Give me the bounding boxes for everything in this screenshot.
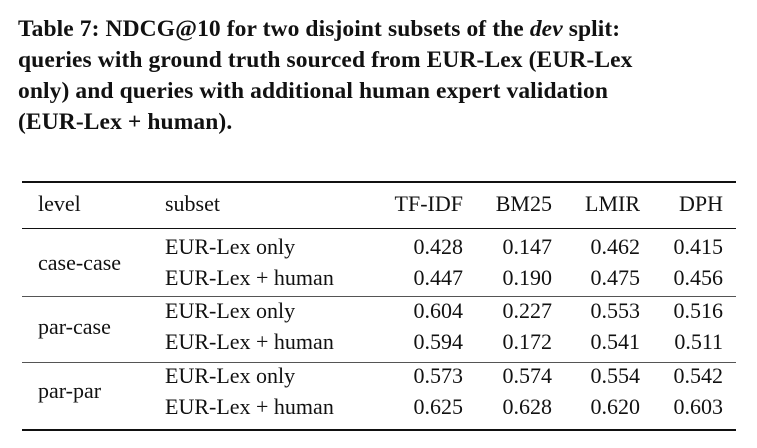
- score-cell: 0.447: [413, 265, 464, 290]
- caption-line-1-prefix: Table 7: NDCG@10 for two disjoint subset…: [18, 16, 530, 42]
- caption-line-1-suffix: split:: [562, 16, 621, 42]
- caption-italic-dev: dev: [529, 16, 563, 42]
- score-cell: 0.190: [502, 265, 553, 290]
- table-top-rule: [22, 181, 736, 183]
- score-cell: 0.554: [590, 363, 641, 388]
- subset-label: EUR-Lex + human: [165, 265, 334, 290]
- level-label: case-case: [38, 250, 122, 275]
- subset-label: EUR-Lex only: [165, 234, 296, 259]
- score-cell: 0.603: [673, 394, 724, 419]
- score-cell: 0.428: [413, 234, 464, 259]
- score-cell: 0.553: [590, 298, 641, 323]
- caption-line-4: (EUR-Lex + human).: [18, 109, 233, 135]
- table-bottom-rule: [22, 429, 736, 431]
- table-header-rule: [22, 228, 736, 229]
- score-cell: 0.625: [413, 394, 464, 419]
- caption-line-3: only) and queries with additional human …: [18, 78, 609, 104]
- subset-label: EUR-Lex + human: [165, 329, 334, 354]
- column-header-subset: subset: [165, 191, 220, 216]
- table-group-rule: [22, 296, 736, 297]
- table-caption: Table 7: NDCG@10 for two disjoint subset…: [18, 14, 748, 138]
- column-header-level: level: [38, 191, 81, 216]
- score-cell: 0.604: [413, 298, 464, 323]
- column-header-tf-idf: TF-IDF: [394, 191, 463, 216]
- score-cell: 0.415: [673, 234, 724, 259]
- column-header-dph: DPH: [678, 191, 723, 216]
- column-header-bm25: BM25: [495, 191, 552, 216]
- caption-line-1: Table 7: NDCG@10 for two disjoint subset…: [18, 14, 748, 45]
- score-cell: 0.628: [502, 394, 553, 419]
- subset-label: EUR-Lex only: [165, 363, 296, 388]
- score-cell: 0.541: [590, 329, 641, 354]
- score-cell: 0.475: [590, 265, 641, 290]
- subset-label: EUR-Lex only: [165, 298, 296, 323]
- score-cell: 0.227: [502, 298, 553, 323]
- score-cell: 0.574: [502, 363, 553, 388]
- score-cell: 0.573: [413, 363, 464, 388]
- table-group-rule: [22, 362, 736, 363]
- score-cell: 0.462: [590, 234, 641, 259]
- score-cell: 0.456: [673, 265, 724, 290]
- score-cell: 0.620: [590, 394, 641, 419]
- score-cell: 0.516: [673, 298, 724, 323]
- score-cell: 0.172: [502, 329, 553, 354]
- caption-line-2: queries with ground truth sourced from E…: [18, 47, 633, 73]
- level-label: par-case: [38, 314, 111, 339]
- score-cell: 0.511: [674, 329, 723, 354]
- score-cell: 0.542: [673, 363, 724, 388]
- subset-label: EUR-Lex + human: [165, 394, 334, 419]
- score-cell: 0.147: [502, 234, 553, 259]
- score-cell: 0.594: [413, 329, 464, 354]
- level-label: par-par: [38, 378, 102, 403]
- column-header-lmir: LMIR: [585, 191, 640, 216]
